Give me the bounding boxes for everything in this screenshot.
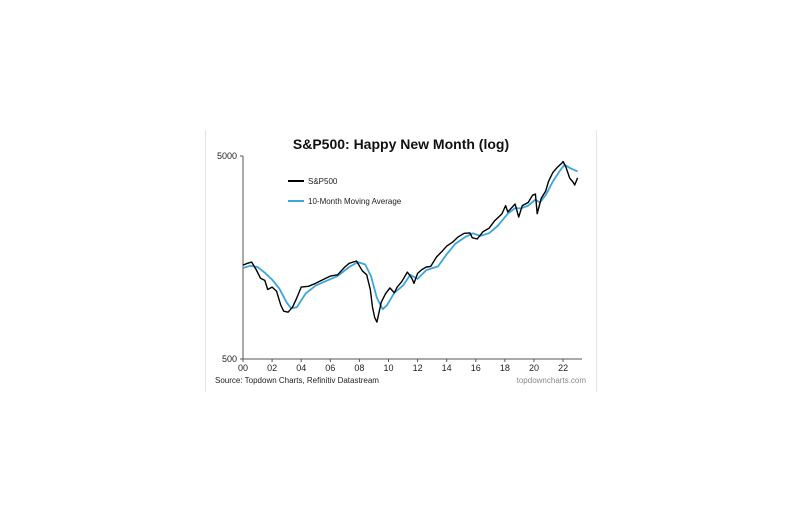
y-tick-label: 5000 bbox=[217, 151, 237, 161]
x-tick-label: 00 bbox=[238, 363, 248, 373]
legend-label: S&P500 bbox=[308, 177, 338, 186]
series-line-sp500 bbox=[242, 160, 579, 323]
series-line-moving-average bbox=[242, 163, 578, 311]
x-tick-label: 12 bbox=[413, 363, 423, 373]
x-tick-label: 16 bbox=[471, 363, 481, 373]
x-tick-label: 22 bbox=[558, 363, 568, 373]
x-tick-label: 02 bbox=[267, 363, 277, 373]
x-tick-label: 06 bbox=[325, 363, 335, 373]
chart-plot: 500 5000 00 02 04 06 08 10 12 14 16 18 20 22 S&P500 10-… bbox=[217, 151, 582, 373]
chart-card: S&P500: Happy New Month (log) 500 5000 00 0… bbox=[205, 130, 597, 392]
y-tick-label: 500 bbox=[222, 354, 237, 364]
x-tick-label: 20 bbox=[529, 363, 539, 373]
x-tick-label: 14 bbox=[442, 363, 452, 373]
chart-title: S&P500: Happy New Month (log) bbox=[292, 136, 510, 152]
x-tick-label: 10 bbox=[383, 363, 393, 373]
source-note: Source: Topdown Charts, Refinitiv Datast… bbox=[215, 376, 379, 385]
legend-label: 10-Month Moving Average bbox=[308, 197, 402, 206]
x-tick-label: 18 bbox=[500, 363, 510, 373]
x-tick-label: 04 bbox=[296, 363, 306, 373]
x-tick-label: 08 bbox=[354, 363, 364, 373]
watermark: topdowncharts.com bbox=[516, 376, 586, 385]
